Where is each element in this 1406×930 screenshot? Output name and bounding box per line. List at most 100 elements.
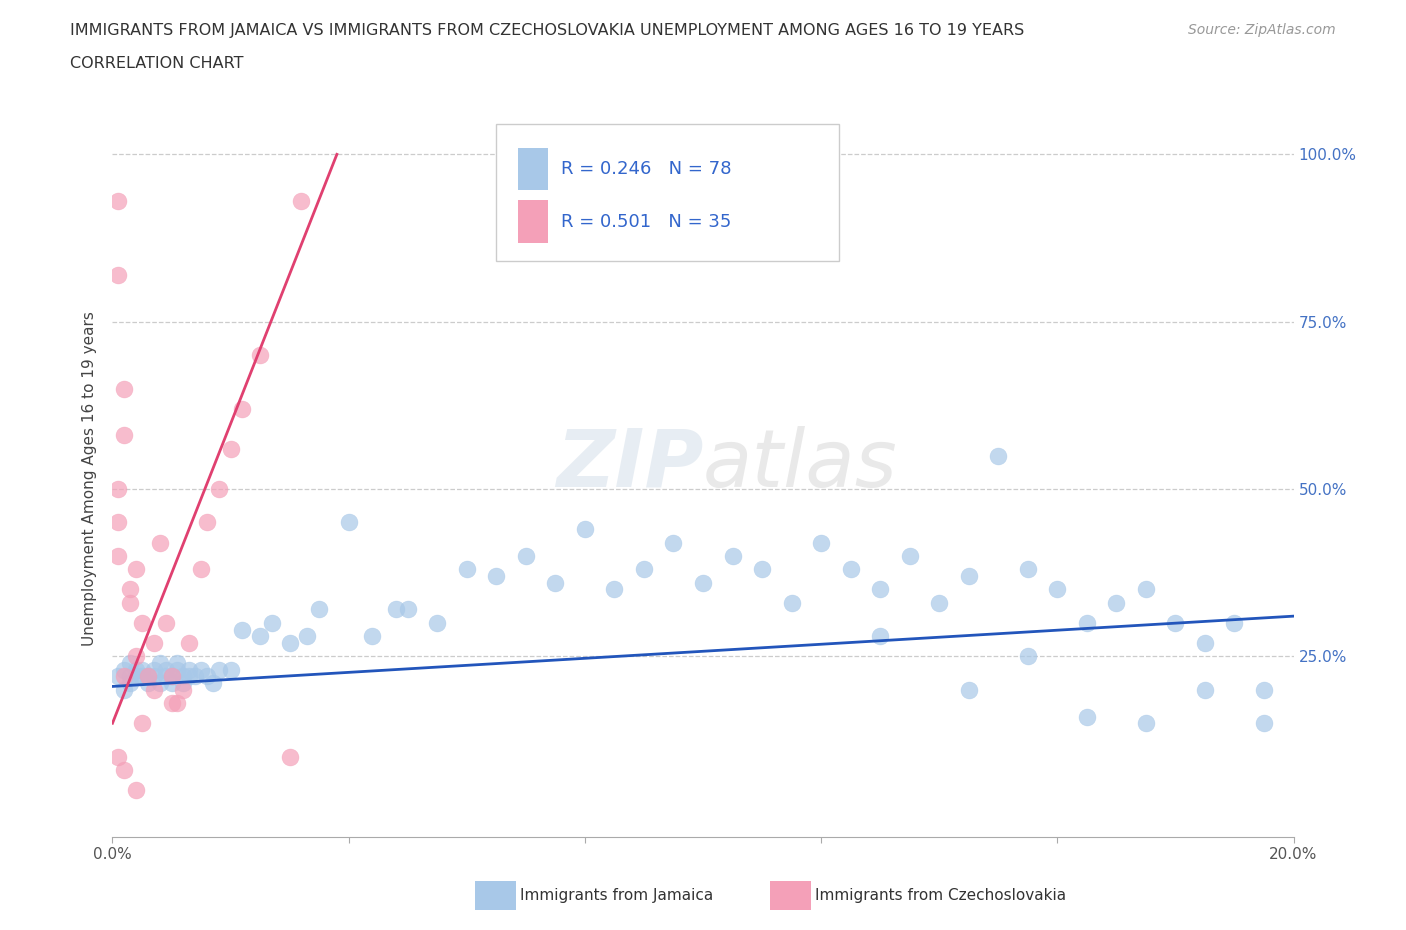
Point <box>928 595 950 610</box>
Point <box>574 522 596 537</box>
Point <box>112 669 135 684</box>
Point <box>1017 562 1039 577</box>
Point <box>361 629 384 644</box>
Point <box>155 662 177 677</box>
Point <box>278 635 301 650</box>
Point <box>1076 616 1098 631</box>
Text: IMMIGRANTS FROM JAMAICA VS IMMIGRANTS FROM CZECHOSLOVAKIA UNEMPLOYMENT AMONG AGE: IMMIGRANTS FROM JAMAICA VS IMMIGRANTS FR… <box>70 23 1025 38</box>
Point <box>1223 616 1246 631</box>
Point <box>107 482 129 497</box>
Point <box>308 602 330 617</box>
Point <box>249 348 271 363</box>
Text: R = 0.246   N = 78: R = 0.246 N = 78 <box>561 160 731 179</box>
Point <box>142 662 165 677</box>
Point <box>142 683 165 698</box>
Point <box>662 535 685 550</box>
Point <box>1076 709 1098 724</box>
Point <box>160 696 183 711</box>
Point <box>751 562 773 577</box>
Text: CORRELATION CHART: CORRELATION CHART <box>70 56 243 71</box>
FancyBboxPatch shape <box>496 125 839 260</box>
Point <box>160 669 183 684</box>
Point <box>172 675 194 690</box>
Point <box>160 675 183 690</box>
Point <box>107 193 129 208</box>
Point <box>112 662 135 677</box>
Text: R = 0.501   N = 35: R = 0.501 N = 35 <box>561 213 731 231</box>
Point <box>456 562 478 577</box>
Point <box>208 482 231 497</box>
Point <box>125 783 148 798</box>
Point <box>149 656 172 671</box>
Point <box>396 602 419 617</box>
Point <box>172 669 194 684</box>
Point <box>179 669 201 684</box>
Point <box>1046 582 1069 597</box>
Point <box>208 662 231 677</box>
Point <box>337 515 360 530</box>
Point <box>297 629 319 644</box>
Point <box>149 675 172 690</box>
Point <box>426 616 449 631</box>
Text: Immigrants from Czechoslovakia: Immigrants from Czechoslovakia <box>815 888 1067 903</box>
Point <box>125 669 148 684</box>
Point <box>125 562 148 577</box>
Point <box>515 549 537 564</box>
Point <box>385 602 408 617</box>
Point <box>107 750 129 764</box>
Point <box>957 683 980 698</box>
Point <box>179 635 201 650</box>
FancyBboxPatch shape <box>517 148 548 191</box>
Point <box>195 669 218 684</box>
Point <box>107 268 129 283</box>
Point <box>869 582 891 597</box>
Point <box>179 662 201 677</box>
Point <box>131 662 153 677</box>
Point <box>692 576 714 591</box>
Point <box>633 562 655 577</box>
Point <box>898 549 921 564</box>
Text: atlas: atlas <box>703 426 898 504</box>
Point <box>172 683 194 698</box>
Point <box>1164 616 1187 631</box>
Point <box>112 763 135 777</box>
Point <box>149 535 172 550</box>
Point <box>184 669 207 684</box>
Text: ZIP: ZIP <box>555 426 703 504</box>
Point <box>155 616 177 631</box>
Point <box>1253 716 1275 731</box>
Point <box>131 616 153 631</box>
Point <box>1194 683 1216 698</box>
Point <box>125 662 148 677</box>
Text: Source: ZipAtlas.com: Source: ZipAtlas.com <box>1188 23 1336 37</box>
Point <box>290 193 312 208</box>
Point <box>160 669 183 684</box>
Point <box>120 656 142 671</box>
Point <box>131 716 153 731</box>
Point <box>231 401 253 416</box>
Point <box>278 750 301 764</box>
Text: Immigrants from Jamaica: Immigrants from Jamaica <box>520 888 713 903</box>
Point <box>1135 716 1157 731</box>
Point <box>485 568 508 583</box>
Point <box>190 662 212 677</box>
Point <box>195 515 218 530</box>
Y-axis label: Unemployment Among Ages 16 to 19 years: Unemployment Among Ages 16 to 19 years <box>82 312 97 646</box>
Point <box>1253 683 1275 698</box>
Point <box>166 656 188 671</box>
Point <box>201 675 224 690</box>
Point <box>125 649 148 664</box>
Point <box>721 549 744 564</box>
Point <box>190 562 212 577</box>
Point <box>987 448 1010 463</box>
Point <box>120 675 142 690</box>
Point <box>957 568 980 583</box>
Point <box>544 576 567 591</box>
Point <box>112 381 135 396</box>
Point <box>112 683 135 698</box>
Point <box>120 595 142 610</box>
FancyBboxPatch shape <box>517 200 548 243</box>
Point <box>839 562 862 577</box>
Point <box>166 662 188 677</box>
Point <box>120 582 142 597</box>
